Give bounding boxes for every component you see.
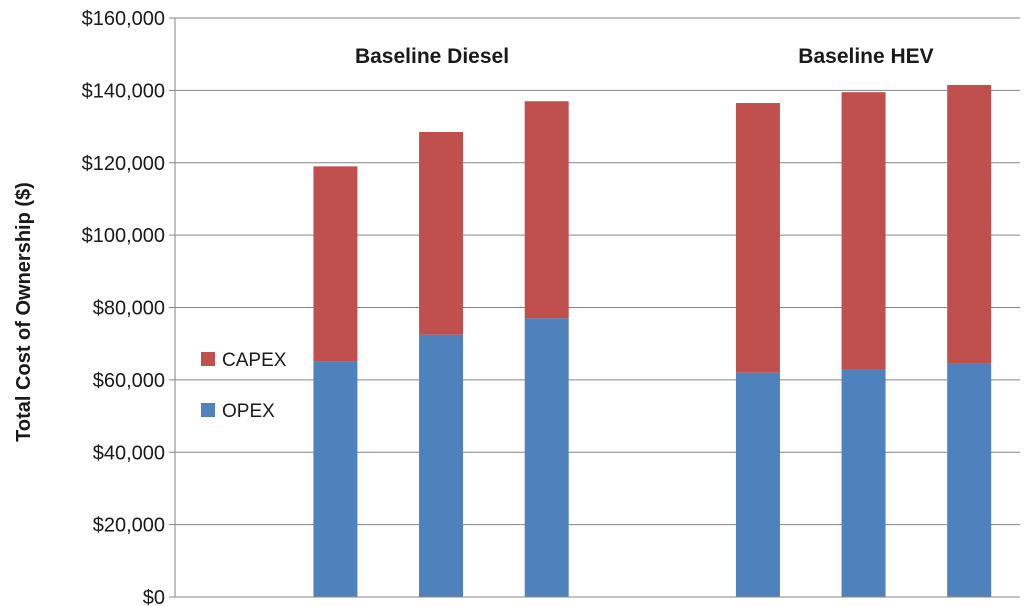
- group-label-baseline-diesel: Baseline Diesel: [355, 45, 509, 68]
- y-tick-label: $140,000: [82, 80, 165, 102]
- y-tick-label: $40,000: [93, 442, 165, 464]
- legend-swatch-opex: [201, 403, 215, 417]
- y-tick-label: $0: [143, 587, 165, 606]
- y-tick-label: $100,000: [82, 225, 165, 247]
- gridlines: [175, 17, 1020, 526]
- bar-opex: [947, 363, 992, 597]
- bar-opex: [313, 361, 358, 597]
- legend-swatch-capex: [201, 352, 215, 366]
- bar-capex: [735, 103, 780, 373]
- bar-capex: [947, 84, 992, 364]
- y-axis-label: Total Cost of Ownership ($): [13, 182, 35, 442]
- bars: [313, 84, 992, 597]
- y-tick-label: $20,000: [93, 515, 165, 537]
- y-tick-label: $80,000: [93, 298, 165, 320]
- bar-opex: [524, 318, 569, 597]
- y-tick-label: $120,000: [82, 153, 165, 175]
- legend: CAPEX OPEX: [201, 350, 287, 422]
- axes: [174, 18, 1020, 598]
- legend-label-capex: CAPEX: [222, 350, 287, 371]
- bar-capex: [841, 92, 886, 370]
- bar-opex: [841, 369, 886, 597]
- group-label-baseline-hev: Baseline HEV: [798, 45, 933, 68]
- legend-label-opex: OPEX: [222, 401, 275, 422]
- y-axis-ticks: $0 $20,000 $40,000 $60,000 $80,000 $100,000 $1…: [82, 8, 175, 606]
- bar-capex: [419, 131, 464, 335]
- y-tick-label: $160,000: [82, 8, 165, 30]
- bar-opex: [735, 372, 780, 597]
- bar-capex: [524, 101, 569, 319]
- bar-capex: [313, 166, 358, 362]
- y-tick-label: $60,000: [93, 370, 165, 392]
- bar-opex: [419, 334, 464, 597]
